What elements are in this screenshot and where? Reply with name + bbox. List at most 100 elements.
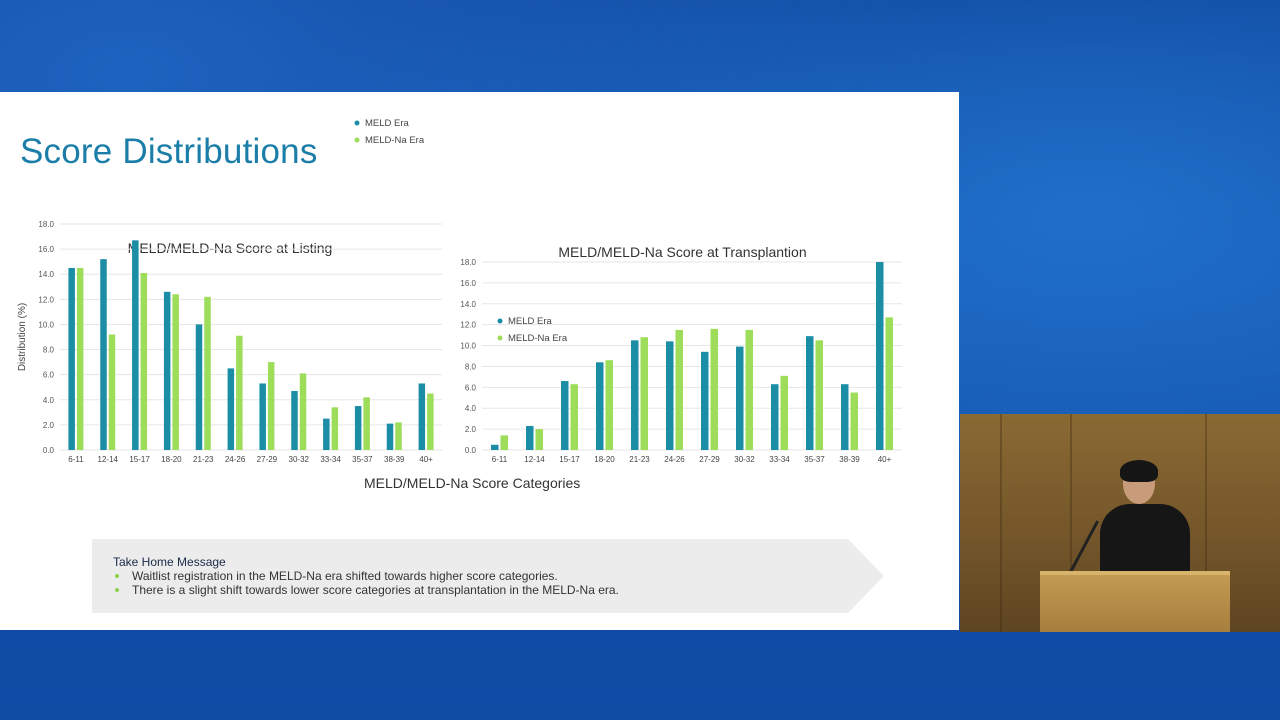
x-tick-label: 15-17 bbox=[129, 455, 150, 464]
chart-title: MELD/MELD-Na Score at Listing bbox=[127, 240, 333, 256]
bar-meld bbox=[386, 423, 394, 450]
take-home-item: There is a slight shift towards lower sc… bbox=[113, 582, 619, 598]
bar-meld-na bbox=[299, 373, 307, 450]
x-tick-label: 12-14 bbox=[98, 455, 119, 464]
x-tick-label: 18-20 bbox=[161, 455, 182, 464]
listing-chart: MELD/MELD-Na Score at Listing 0.0 2.0 4.0 6… bbox=[15, 118, 445, 472]
speaker-hair bbox=[1120, 460, 1158, 482]
bar-meld bbox=[701, 351, 709, 450]
take-home-title: Take Home Message bbox=[113, 555, 226, 569]
x-tick-label: 21-23 bbox=[629, 455, 650, 464]
x-tick-label: 24-26 bbox=[664, 455, 685, 464]
presentation-slide: Score Distributions MELD/MELD-Na Score a… bbox=[0, 92, 959, 630]
x-tick-label: 33-34 bbox=[769, 455, 790, 464]
take-home-item-text: There is a slight shift towards lower sc… bbox=[132, 582, 619, 597]
y-tick-label: 4.0 bbox=[465, 404, 477, 413]
speaker-video-feed bbox=[960, 414, 1280, 632]
x-tick-label: 35-37 bbox=[352, 455, 373, 464]
bar-meld bbox=[227, 368, 235, 450]
x-tick-label: 6-11 bbox=[492, 455, 508, 464]
take-home-list: Waitlist registration in the MELD-Na era… bbox=[113, 569, 619, 598]
legend-label: MELD Era bbox=[365, 118, 410, 129]
y-tick-label: 0.0 bbox=[465, 446, 477, 455]
bar-meld bbox=[68, 267, 75, 450]
bar-meld-na bbox=[605, 360, 613, 450]
y-tick-label: 2.0 bbox=[465, 425, 477, 434]
bar-meld-na bbox=[500, 435, 508, 450]
transplant-chart-svg: 0.0 2.0 4.0 6.0 8.0 10.0 12.0 14.0 16.0 18.0 6-11 1… bbox=[460, 258, 902, 464]
y-tick-label: 8.0 bbox=[465, 362, 477, 371]
x-tick-label: 33-34 bbox=[320, 455, 341, 464]
y-tick-label: 6.0 bbox=[465, 383, 477, 392]
bar-meld bbox=[259, 383, 266, 450]
bar-meld-na bbox=[850, 392, 858, 450]
y-tick-label: 2.0 bbox=[43, 421, 55, 430]
bar-meld-na bbox=[395, 422, 402, 450]
bar-meld-na bbox=[427, 393, 434, 450]
bar-meld bbox=[876, 262, 884, 450]
x-tick-label: 40+ bbox=[419, 455, 433, 464]
x-tick-label: 40+ bbox=[878, 455, 892, 464]
bar-meld bbox=[163, 291, 171, 450]
y-tick-label: 8.0 bbox=[43, 346, 55, 355]
bar-meld bbox=[526, 425, 534, 450]
bar-meld bbox=[354, 406, 362, 450]
bar-meld bbox=[736, 346, 744, 450]
bar-meld bbox=[491, 444, 499, 450]
bar-meld-na bbox=[885, 317, 893, 450]
bar-meld-na bbox=[710, 328, 718, 450]
x-axis-label: MELD/MELD-Na Score Categories bbox=[364, 475, 581, 491]
bar-meld-na bbox=[535, 429, 543, 450]
y-tick-label: 10.0 bbox=[460, 342, 476, 351]
x-tick-label: 35-37 bbox=[804, 455, 825, 464]
x-tick-label: 21-23 bbox=[193, 455, 214, 464]
bar-meld bbox=[771, 384, 779, 450]
legend-marker bbox=[497, 335, 503, 341]
x-tick-label: 27-29 bbox=[257, 455, 278, 464]
legend-marker bbox=[497, 318, 503, 324]
bar-meld bbox=[132, 240, 139, 450]
bar-meld bbox=[100, 259, 107, 450]
bar-meld-na bbox=[204, 296, 211, 450]
legend-label: MELD-Na Era bbox=[508, 333, 568, 344]
y-tick-label: 18.0 bbox=[38, 220, 54, 229]
wall-panel bbox=[1070, 414, 1072, 632]
bar-meld bbox=[666, 341, 674, 450]
bullet-icon bbox=[115, 587, 119, 592]
take-home-box: Take Home Message Waitlist registration … bbox=[92, 539, 884, 613]
bar-meld-na bbox=[815, 340, 823, 450]
bar-meld-na bbox=[780, 375, 788, 450]
take-home-arrow-shape bbox=[92, 539, 884, 613]
y-tick-label: 12.0 bbox=[38, 295, 54, 304]
take-home-item-text: Waitlist registration in the MELD-Na era… bbox=[132, 569, 558, 583]
y-tick-label: 14.0 bbox=[38, 270, 54, 279]
y-tick-label: 0.0 bbox=[43, 446, 55, 455]
bar-meld bbox=[418, 383, 426, 450]
bar-meld bbox=[291, 390, 298, 450]
y-tick-label: 16.0 bbox=[460, 279, 476, 288]
bar-meld-na bbox=[76, 267, 84, 450]
bar-meld-na bbox=[363, 397, 370, 450]
bar-meld-na bbox=[108, 334, 116, 450]
bar-meld-na bbox=[640, 337, 648, 450]
listing-chart-svg: 0.0 2.0 4.0 6.0 8.0 10.0 12.0 14.0 16.0 18.0 6-11 1… bbox=[17, 118, 442, 464]
y-tick-label: 10.0 bbox=[38, 320, 54, 329]
lectern bbox=[1040, 571, 1230, 632]
wall-panel bbox=[1205, 414, 1207, 632]
x-tick-label: 12-14 bbox=[524, 455, 545, 464]
bar-meld bbox=[631, 340, 639, 450]
take-home-item: Waitlist registration in the MELD-Na era… bbox=[113, 569, 619, 584]
bar-meld bbox=[195, 324, 203, 450]
x-tick-label: 27-29 bbox=[699, 455, 720, 464]
bar-meld-na bbox=[140, 272, 148, 450]
bar-meld-na bbox=[172, 294, 179, 450]
transplant-chart: MELD/MELD-Na Score at Transplantion 0.0 2… bbox=[455, 244, 910, 472]
y-tick-label: 18.0 bbox=[460, 258, 476, 267]
legend-marker bbox=[354, 120, 360, 126]
bullet-icon bbox=[115, 574, 119, 578]
bar-meld bbox=[323, 418, 330, 450]
x-tick-label: 30-32 bbox=[734, 455, 755, 464]
bar-meld-na bbox=[745, 329, 753, 450]
x-tick-label: 38-39 bbox=[384, 455, 405, 464]
microphone-icon bbox=[1068, 520, 1099, 575]
